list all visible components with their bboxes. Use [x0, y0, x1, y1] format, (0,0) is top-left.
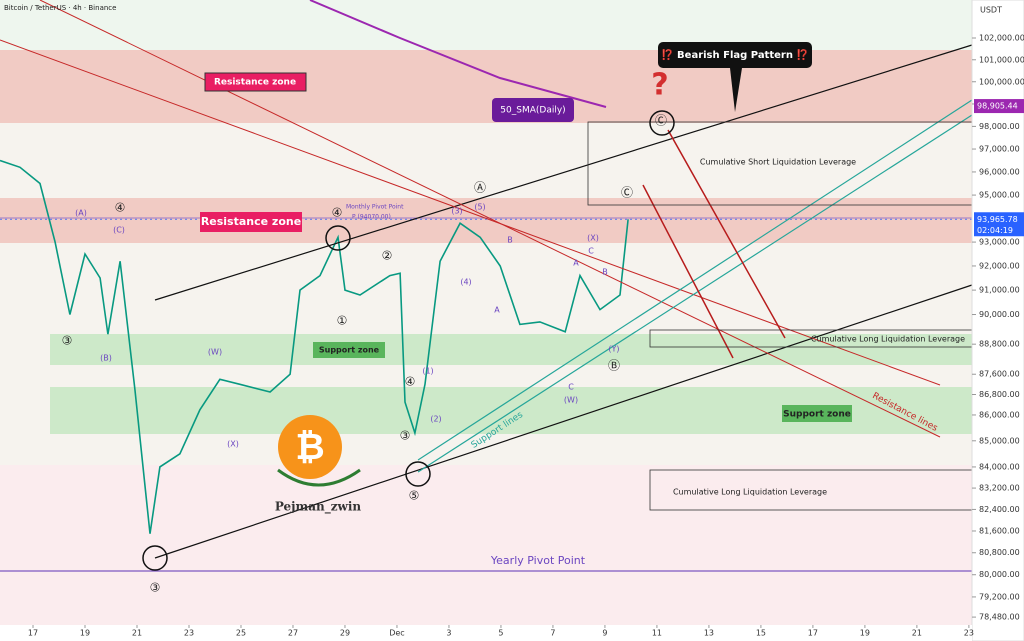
- x-tick-label: 15: [756, 629, 766, 638]
- wave-label: ③: [400, 429, 411, 443]
- y-tick-label: 79,200.00: [979, 592, 1020, 601]
- wave-label: (X): [227, 440, 239, 449]
- wave-label: (4): [460, 278, 471, 287]
- pattern-label: ⁉️ Bearish Flag Pattern ⁉️: [661, 48, 809, 61]
- sma-price-box: [974, 99, 1024, 114]
- x-tick-label: 17: [28, 629, 38, 638]
- y-tick-label: 100,000.00: [979, 77, 1024, 86]
- y-tick-label: 85,000.00: [979, 436, 1020, 445]
- x-tick-label: 19: [80, 629, 90, 638]
- wave-label: (B): [100, 354, 112, 363]
- zone-label: Resistance zone: [201, 215, 301, 228]
- chart-title: Bitcoin / TetherUS · 4h · Binance: [4, 4, 116, 12]
- wave-label: C: [588, 247, 594, 256]
- y-tick-label: 101,000.00: [979, 55, 1024, 64]
- wave-label: ②: [382, 249, 393, 263]
- x-tick-label: Dec: [389, 629, 404, 638]
- wave-label: B: [507, 236, 513, 245]
- y-tick-label: 80,000.00: [979, 570, 1020, 579]
- price-line: [0, 159, 629, 534]
- x-tick-label: 9: [602, 629, 607, 638]
- y-tick-label: 95,000.00: [979, 191, 1020, 200]
- countdown: 02:04:19: [977, 226, 1013, 235]
- wave-label: Ⓐ: [474, 181, 486, 195]
- zone-label: Support zone: [783, 410, 851, 420]
- x-tick-label: 25: [236, 629, 246, 638]
- wave-label: (W): [208, 348, 222, 357]
- y-tick-label: 84,000.00: [979, 462, 1020, 471]
- y-tick-label: 81,600.00: [979, 526, 1020, 535]
- y-tick-label: 97,000.00: [979, 145, 1020, 154]
- wave-label: ④: [405, 375, 416, 389]
- wave-label: A: [573, 259, 579, 268]
- x-tick-label: 5: [498, 629, 503, 638]
- wave-label: (1): [422, 367, 433, 376]
- x-tick-label: 27: [288, 629, 298, 638]
- zone-label: Resistance zone: [214, 78, 296, 88]
- wave-label: C: [568, 383, 574, 392]
- wave-label: (3): [451, 207, 462, 216]
- liquidation-label: Cumulative Long Liquidation Leverage: [673, 488, 827, 497]
- wave-label: ①: [337, 314, 348, 328]
- wave-label: (A): [75, 209, 87, 218]
- y-tick-label: 91,000.00: [979, 286, 1020, 295]
- x-tick-label: 21: [132, 629, 142, 638]
- y-tick-label: 80,800.00: [979, 548, 1020, 557]
- wave-label: (2): [430, 415, 441, 424]
- sma-price: 98,905.44: [977, 102, 1018, 111]
- wave-label: Ⓒ: [621, 186, 633, 200]
- y-tick-label: 83,200.00: [979, 484, 1020, 493]
- wave-label: ④: [115, 201, 126, 215]
- wave-label: (W): [564, 396, 578, 405]
- wave-label: (5): [474, 203, 485, 212]
- wave-label: ③: [150, 581, 161, 595]
- y-tick-label: 98,000.00: [979, 122, 1020, 131]
- last-price: 93,965.78: [977, 215, 1018, 224]
- svg-text:?: ?: [651, 68, 668, 103]
- y-tick-label: 87,600.00: [979, 370, 1020, 379]
- x-tick-label: 11: [652, 629, 662, 638]
- y-tick-label: 88,800.00: [979, 340, 1020, 349]
- x-tick-label: 13: [704, 629, 714, 638]
- y-tick-label: 102,000.00: [979, 34, 1024, 43]
- x-tick-label: 7: [550, 629, 555, 638]
- wave-label: Ⓑ: [608, 359, 620, 373]
- sma-label: 50_SMA(Daily): [500, 106, 565, 116]
- wave-label: B: [602, 268, 608, 277]
- wave-label: (X): [587, 234, 599, 243]
- y-tick-label: 86,000.00: [979, 410, 1020, 419]
- zone-label: Support zone: [319, 346, 380, 355]
- x-tick-label: 3: [446, 629, 451, 638]
- y-tick-label: 82,400.00: [979, 505, 1020, 514]
- wave-label: A: [494, 306, 500, 315]
- pivot-value: P (94070.00): [352, 214, 391, 221]
- svg-text:₿: ₿: [295, 427, 324, 468]
- y-tick-label: 86,800.00: [979, 390, 1020, 399]
- y-tick-label: 90,000.00: [979, 310, 1020, 319]
- liquidation-label: Cumulative Short Liquidation Leverage: [700, 158, 856, 167]
- y-tick-label: 96,000.00: [979, 167, 1020, 176]
- wave-label: ③: [62, 334, 73, 348]
- currency: USDT: [980, 6, 1002, 15]
- x-tick-label: 17: [808, 629, 818, 638]
- y-tick-label: 78,480.00: [979, 613, 1020, 622]
- x-tick-label: 23: [964, 629, 974, 638]
- wave-label: (C): [113, 226, 125, 235]
- x-tick-label: 23: [184, 629, 194, 638]
- wave-label: ⑤: [409, 489, 420, 503]
- author: Pejman_zwin: [275, 500, 362, 515]
- y-tick-label: 92,000.00: [979, 261, 1020, 270]
- y-tick-label: 93,000.00: [979, 238, 1020, 247]
- x-tick-label: 19: [860, 629, 870, 638]
- x-tick-label: 29: [340, 629, 350, 638]
- wave-label: (Y): [608, 345, 619, 354]
- liquidation-label: Cumulative Long Liquidation Leverage: [811, 335, 965, 344]
- pivot-label: Monthly Pivot Point: [346, 204, 404, 211]
- wave-label: Ⓒ: [655, 114, 667, 128]
- pivot-label: Yearly Pivot Point: [490, 554, 586, 567]
- x-tick-label: 21: [912, 629, 922, 638]
- wave-label: ④: [332, 206, 343, 220]
- last-price-box: [974, 212, 1024, 237]
